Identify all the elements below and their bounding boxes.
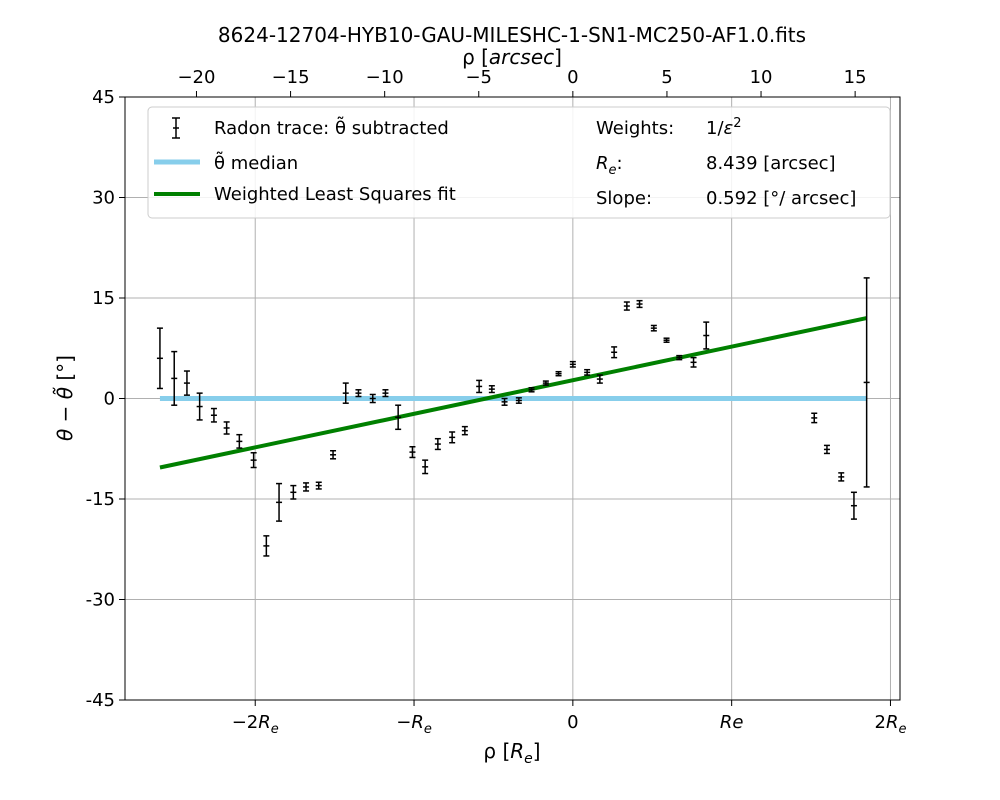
y-tick-label: -15 [86, 489, 115, 510]
x-tick-label: Re [720, 712, 744, 733]
svg-text:θ − θ̃ [°]: θ − θ̃ [°] [52, 355, 77, 441]
data-point [395, 404, 402, 431]
data-point [823, 444, 830, 455]
wls-fit-line [159, 316, 868, 470]
top-x-tick-label: 15 [844, 67, 867, 88]
data-point [183, 370, 190, 396]
top-x-tick-label: 0 [567, 67, 578, 88]
x-axis-label: ρ [Re] [483, 739, 540, 767]
axes: 45 30 15 0 -15 -30 -45 −2Re −Re 0 Re 2Re −20 −15 −10 −5… [86, 67, 907, 737]
data-point [476, 379, 483, 394]
data-point [342, 382, 349, 404]
chart-title: 8624-12704-HYB10-GAU-MILESHC-1-SN1-MC250… [218, 23, 806, 47]
data-point [542, 380, 549, 386]
legend-label-radon: Radon trace: θ̃ subtracted [214, 117, 449, 139]
data-point [382, 389, 389, 398]
data-point [584, 368, 591, 376]
data-point [488, 385, 495, 394]
data-point [171, 350, 178, 406]
info-slope-label: Slope: [596, 188, 652, 209]
y-tick-label: 15 [92, 288, 115, 309]
top-x-tick-label: −10 [366, 67, 404, 88]
data-point [422, 459, 429, 475]
legend-label-wls: Weighted Least Squares fit [214, 184, 456, 205]
data-point [663, 337, 670, 343]
x-tick-label: −2Re [232, 712, 279, 737]
y-axis-label: θ − θ̃ [°] [52, 355, 77, 441]
data-point [569, 360, 576, 368]
info-slope-value: 0.592 [°/ arcsec] [706, 188, 856, 209]
x-tick-label: −Re [396, 712, 432, 737]
data-point [461, 425, 468, 436]
data-point [611, 346, 618, 359]
top-x-axis-label: ρ [arcsec] [462, 45, 562, 69]
data-point [330, 450, 337, 460]
data-point [196, 392, 203, 421]
legend: Radon trace: θ̃ subtracted θ̃ median Wei… [147, 106, 891, 219]
data-point [303, 482, 310, 492]
data-point [369, 393, 376, 404]
data-point [636, 299, 643, 309]
top-x-tick-label: 5 [661, 67, 672, 88]
data-point [811, 412, 818, 424]
data-point [434, 437, 441, 451]
data-point [449, 431, 456, 444]
data-point [850, 491, 857, 520]
plot-area [156, 277, 870, 557]
data-point [838, 472, 845, 482]
data-point [355, 389, 362, 398]
x-tick-label: 2Re [874, 712, 906, 737]
data-point [236, 433, 243, 449]
y-tick-label: -30 [86, 590, 115, 611]
legend-marker-errorbar [172, 117, 180, 139]
top-x-tick-label: −15 [272, 67, 310, 88]
data-point [315, 481, 322, 490]
top-x-tick-label: −5 [465, 67, 492, 88]
data-point [290, 484, 297, 500]
data-point [676, 354, 683, 361]
data-point [515, 397, 522, 404]
y-tick-label: -45 [86, 690, 115, 711]
x-tick-label: 0 [567, 712, 578, 733]
data-point [555, 370, 562, 377]
legend-label-median: θ̃ median [214, 152, 298, 174]
data-point [528, 387, 535, 393]
data-point [863, 277, 870, 488]
y-tick-label: 45 [92, 87, 115, 108]
info-re-label: Re: [596, 153, 623, 178]
data-point [501, 397, 508, 406]
y-tick-label: 30 [92, 188, 115, 209]
top-x-tick-label: −20 [177, 67, 215, 88]
data-point [650, 324, 657, 332]
data-point [263, 535, 270, 557]
info-weights-label: Weights: [596, 118, 674, 139]
data-point [596, 374, 603, 384]
data-point [156, 327, 163, 390]
data-point [223, 421, 230, 435]
data-point [409, 445, 416, 459]
data-point [623, 301, 630, 311]
data-point [703, 321, 710, 350]
y-tick-label: 0 [104, 389, 115, 410]
legend-box [147, 106, 891, 219]
top-x-tick-label: 10 [750, 67, 773, 88]
data-point [690, 356, 697, 368]
data-point [250, 452, 257, 469]
info-weights-value: 1/ε2 [706, 116, 742, 139]
data-point [276, 482, 283, 522]
info-re-value: 8.439 [arcsec] [706, 153, 836, 174]
data-point [210, 407, 217, 423]
